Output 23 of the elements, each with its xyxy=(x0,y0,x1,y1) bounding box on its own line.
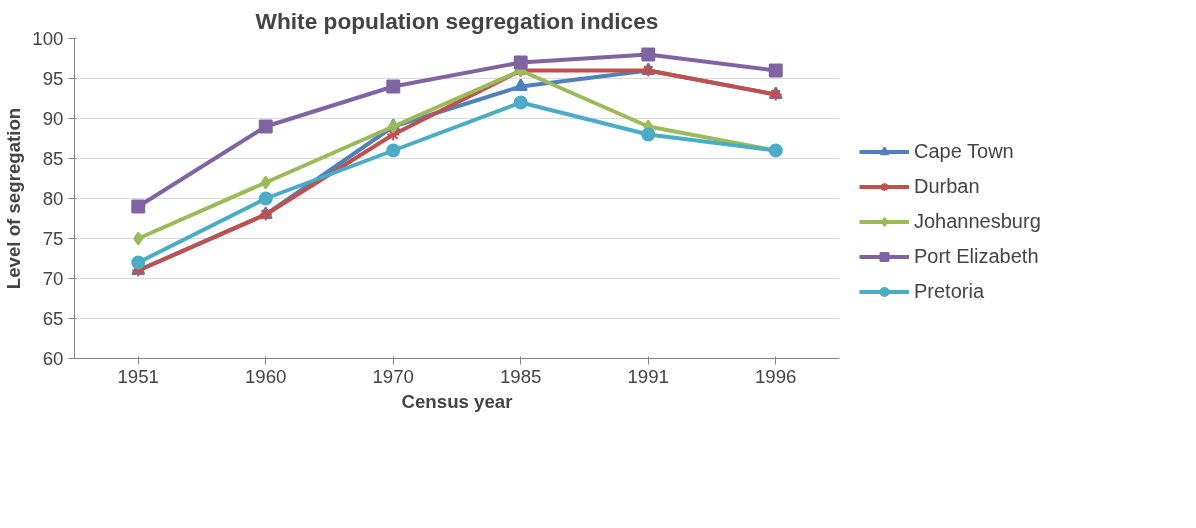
x-tick-label: 1970 xyxy=(372,365,415,387)
x-tick-label: 1951 xyxy=(117,365,160,387)
x-tick-label: 1960 xyxy=(245,365,287,387)
x-axis-title: Census year xyxy=(401,390,513,412)
x-tick-label: 1991 xyxy=(627,365,670,387)
y-tick-label: 65 xyxy=(42,308,64,329)
y-tick-label: 80 xyxy=(42,188,64,209)
legend-label: Cape Town xyxy=(914,139,1014,163)
legend-label: Port Elizabeth xyxy=(914,244,1039,268)
legend-label: Johannesburg xyxy=(914,209,1041,233)
y-tick-label: 100 xyxy=(32,28,64,49)
y-tick-label: 60 xyxy=(42,348,64,369)
y-tick-label: 75 xyxy=(42,228,64,249)
y-tick-label: 90 xyxy=(42,108,64,129)
y-axis-title: Level of segregation xyxy=(3,107,25,290)
x-tick-label: 1985 xyxy=(500,365,542,387)
y-tick-label: 70 xyxy=(42,268,64,289)
y-tick-label: 85 xyxy=(42,148,64,169)
legend-label: Pretoria xyxy=(914,279,985,303)
legend-label: Durban xyxy=(914,174,980,198)
y-tick-label: 95 xyxy=(42,68,64,89)
chart-title: White population segregation indices xyxy=(255,7,659,34)
x-tick-label: 1996 xyxy=(755,365,797,387)
